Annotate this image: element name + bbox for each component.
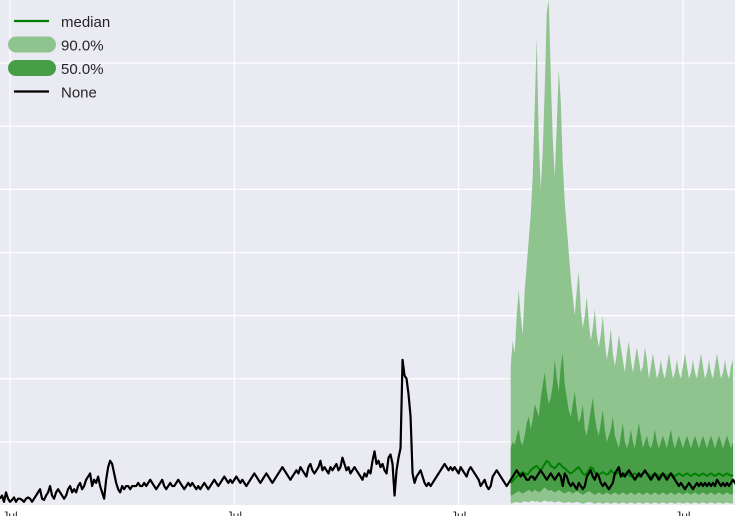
x-tick-label: Jul — [451, 509, 466, 516]
x-tick-label: Jul — [227, 509, 242, 516]
legend-label: 90.0% — [61, 38, 104, 55]
x-tick-label: Jul — [675, 509, 690, 516]
legend-label: 50.0% — [61, 61, 104, 78]
band-90-area — [510, 0, 733, 504]
legend: median 90.0% 50.0% None — [8, 14, 110, 102]
legend-band-swatch — [8, 60, 56, 76]
legend-band-swatch — [8, 36, 56, 53]
grid-lines — [0, 0, 735, 505]
band-50-area — [510, 353, 733, 496]
legend-label: None — [61, 85, 97, 102]
x-axis-ticks: Jul Jul Jul Jul — [2, 509, 690, 516]
prediction-bands — [510, 0, 733, 504]
legend-label: median — [61, 14, 110, 31]
series-lines — [0, 358, 735, 503]
observed-line — [0, 358, 735, 503]
x-tick-label: Jul — [2, 509, 17, 516]
